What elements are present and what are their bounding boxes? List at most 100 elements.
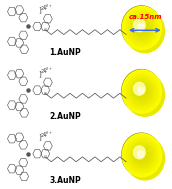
Circle shape <box>128 140 157 172</box>
Circle shape <box>130 15 154 41</box>
Text: ]: ] <box>38 70 41 77</box>
Circle shape <box>138 24 144 30</box>
Circle shape <box>125 136 159 174</box>
Circle shape <box>123 134 160 176</box>
Circle shape <box>139 88 151 101</box>
Circle shape <box>133 146 145 159</box>
Circle shape <box>138 151 144 157</box>
Circle shape <box>123 7 161 49</box>
Text: O: O <box>43 155 46 159</box>
Circle shape <box>124 135 160 175</box>
Circle shape <box>135 147 153 168</box>
Circle shape <box>126 74 158 109</box>
Circle shape <box>126 138 158 173</box>
Circle shape <box>132 81 155 106</box>
Circle shape <box>132 81 155 106</box>
Circle shape <box>126 74 158 110</box>
Circle shape <box>124 9 159 47</box>
Circle shape <box>124 135 160 175</box>
Circle shape <box>136 149 153 167</box>
Circle shape <box>133 82 154 105</box>
Circle shape <box>125 73 159 111</box>
Circle shape <box>126 74 159 110</box>
Circle shape <box>125 137 159 174</box>
Circle shape <box>129 14 157 44</box>
Circle shape <box>125 137 159 174</box>
Circle shape <box>136 149 148 161</box>
Text: 2+: 2+ <box>41 6 48 11</box>
Circle shape <box>135 148 153 167</box>
Circle shape <box>124 136 160 175</box>
Circle shape <box>138 87 151 102</box>
Circle shape <box>136 148 153 167</box>
Circle shape <box>139 152 151 165</box>
Circle shape <box>131 143 153 167</box>
Circle shape <box>128 139 158 172</box>
Circle shape <box>139 25 151 38</box>
Circle shape <box>133 145 151 165</box>
Circle shape <box>130 79 156 107</box>
Text: $\Gamma^{2+}$: $\Gamma^{2+}$ <box>43 3 53 12</box>
Circle shape <box>135 147 149 163</box>
Circle shape <box>128 77 155 106</box>
Circle shape <box>124 72 160 112</box>
Circle shape <box>136 21 153 40</box>
Circle shape <box>138 151 151 165</box>
Circle shape <box>134 147 150 164</box>
Circle shape <box>131 80 155 106</box>
Text: 2+: 2+ <box>41 69 48 74</box>
Circle shape <box>131 79 153 104</box>
Circle shape <box>125 10 164 53</box>
Circle shape <box>128 77 157 108</box>
Circle shape <box>135 84 153 104</box>
Circle shape <box>131 79 156 107</box>
Circle shape <box>124 8 160 48</box>
Circle shape <box>123 7 160 48</box>
Circle shape <box>131 80 153 103</box>
Circle shape <box>130 142 156 171</box>
Circle shape <box>133 145 154 169</box>
Circle shape <box>129 141 157 171</box>
Circle shape <box>129 77 157 108</box>
Circle shape <box>127 138 158 173</box>
Circle shape <box>128 12 156 43</box>
Circle shape <box>133 19 145 32</box>
Circle shape <box>128 140 156 170</box>
Circle shape <box>126 138 157 172</box>
Text: 1.AuNP: 1.AuNP <box>50 49 81 57</box>
Circle shape <box>135 84 149 99</box>
Circle shape <box>136 84 153 104</box>
Circle shape <box>133 82 154 105</box>
Circle shape <box>131 143 155 170</box>
Circle shape <box>129 78 157 108</box>
Circle shape <box>127 12 157 44</box>
Circle shape <box>123 71 160 112</box>
Circle shape <box>125 72 159 111</box>
Circle shape <box>122 134 162 177</box>
Circle shape <box>133 82 150 101</box>
Circle shape <box>135 20 149 36</box>
Circle shape <box>134 83 154 104</box>
Circle shape <box>132 145 155 169</box>
Circle shape <box>131 143 156 170</box>
Circle shape <box>124 72 159 111</box>
Circle shape <box>138 24 151 38</box>
Circle shape <box>135 20 153 40</box>
Circle shape <box>138 23 146 33</box>
Text: O: O <box>43 92 46 96</box>
Circle shape <box>127 75 158 109</box>
Circle shape <box>132 144 155 170</box>
Circle shape <box>133 19 150 37</box>
Circle shape <box>129 14 157 44</box>
Circle shape <box>134 146 154 168</box>
Circle shape <box>130 142 156 171</box>
Circle shape <box>133 19 154 41</box>
Circle shape <box>128 76 157 108</box>
Circle shape <box>131 143 153 167</box>
Circle shape <box>138 24 151 38</box>
Circle shape <box>132 18 155 42</box>
Circle shape <box>123 134 161 176</box>
Circle shape <box>124 72 160 111</box>
Circle shape <box>123 71 161 112</box>
Circle shape <box>129 14 155 42</box>
